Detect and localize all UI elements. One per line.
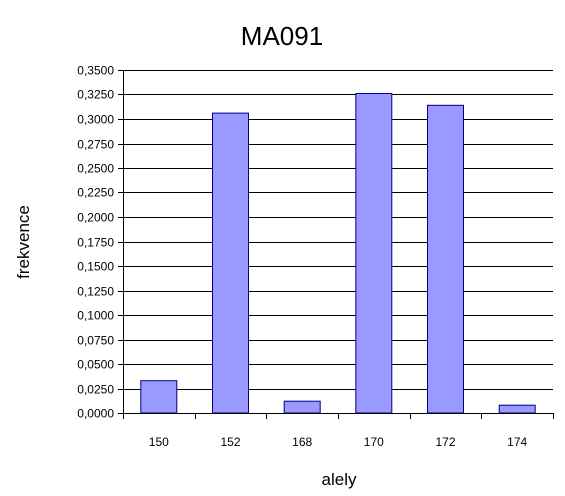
y-tick-label: 0,3000: [77, 113, 114, 127]
bar-174: [498, 404, 536, 414]
y-tick-label: 0,1500: [77, 260, 114, 274]
y-tick-label: 0,1250: [77, 285, 114, 299]
y-tick-label: 0,2750: [77, 138, 114, 152]
x-tick-label: 170: [364, 435, 384, 449]
bar-172: [427, 104, 464, 414]
bar-170: [355, 93, 393, 414]
y-tick-label: 0,0000: [77, 407, 114, 421]
y-tick-label: 0,0750: [77, 334, 114, 348]
y-tick-label: 0,3500: [77, 64, 114, 78]
y-tick-label: 0,1000: [77, 309, 114, 323]
y-tick-label: 0,0500: [77, 358, 114, 372]
bar-150: [140, 380, 178, 414]
x-tick-label: 168: [292, 435, 312, 449]
y-tick-label: 0,3250: [77, 88, 114, 102]
chart-title: MA091: [241, 21, 323, 51]
y-tick-label: 0,0250: [77, 383, 114, 397]
x-tick-label: 174: [507, 435, 527, 449]
bar-168: [283, 400, 321, 414]
x-tick-label: 172: [435, 435, 455, 449]
bars: [140, 93, 536, 414]
x-axis-title: alely: [322, 470, 357, 489]
y-tick-labels: 0,0000 0,0250 0,0500 0,0750 0,1000 0,1250 0,15…: [77, 64, 114, 421]
y-tick-label: 0,2000: [77, 211, 114, 225]
x-tick-labels: 150 152 168 170 172 174: [149, 435, 528, 449]
y-axis-title: frekvence: [14, 205, 33, 279]
bar-152: [212, 112, 249, 414]
x-tick-label: 152: [220, 435, 240, 449]
y-tick-label: 0,2500: [77, 162, 114, 176]
x-tick-label: 150: [149, 435, 169, 449]
axes: [118, 70, 554, 419]
y-tick-label: 0,1750: [77, 236, 114, 250]
y-tick-label: 0,2250: [77, 186, 114, 200]
gridlines: [123, 70, 553, 414]
